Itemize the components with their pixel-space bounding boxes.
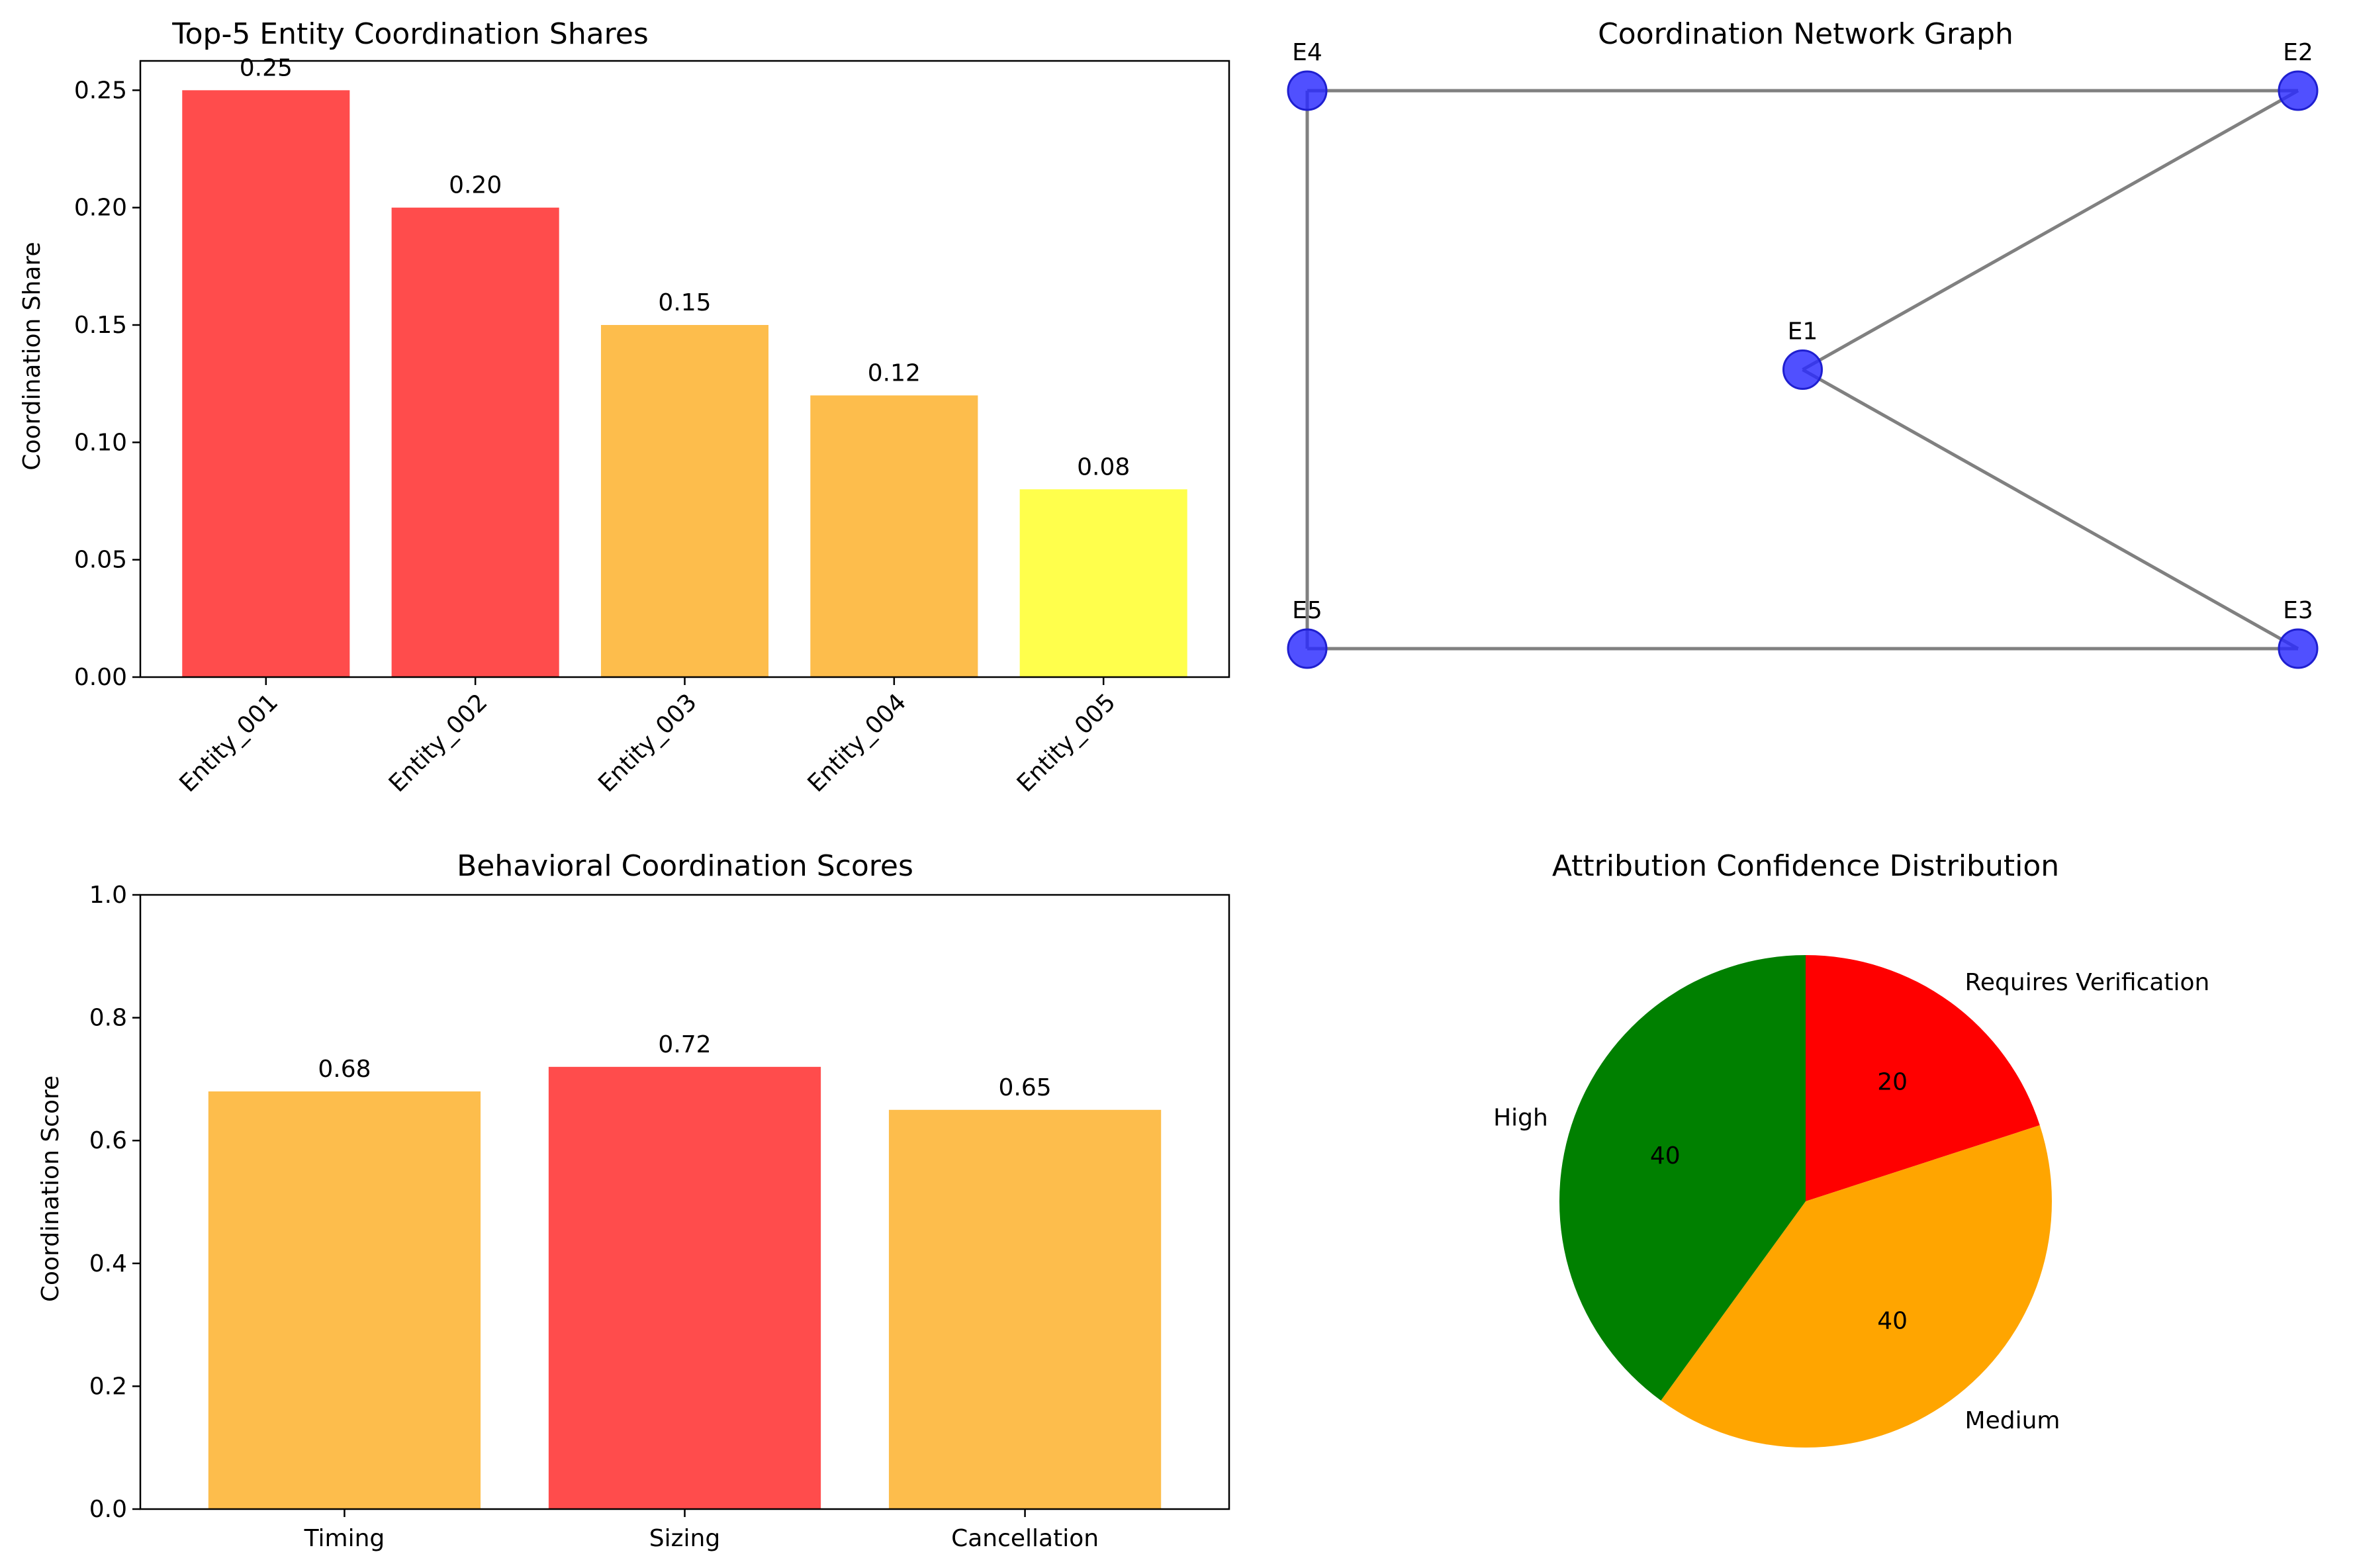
- network-node: [1782, 349, 1823, 390]
- behavioral-scores-panel: Behavioral Coordination Scores Coordinat…: [37, 849, 1230, 1552]
- coordination-shares-bar: [391, 207, 559, 678]
- behavioral-scores-bar: [548, 1066, 821, 1509]
- network-node-label: E3: [2283, 597, 2313, 624]
- behavioral-scores-ytick-label: 0.6: [89, 1127, 127, 1154]
- coordination-shares-bar: [600, 325, 769, 677]
- coordination-shares-xtick-label: Entity_002: [384, 688, 493, 798]
- behavioral-scores-ytick-label: 1.0: [89, 882, 127, 909]
- behavioral-scores-xtick-label: Timing: [304, 1525, 385, 1552]
- coordination-shares-xtick-label: Entity_005: [1012, 688, 1121, 798]
- coordination-shares-ytick-label: 0.25: [74, 77, 127, 104]
- network-node-label: E2: [2283, 39, 2313, 66]
- coordination-shares-panel: Top-5 Entity Coordination Shares Coordin…: [19, 17, 1230, 798]
- coordination-shares-ytick-label: 0.15: [74, 312, 127, 339]
- coordination-shares-data-label: 0.25: [240, 54, 293, 81]
- coordination-shares-ytick-label: 0.00: [74, 664, 127, 691]
- behavioral-scores-data-label: 0.68: [318, 1056, 371, 1083]
- network-node: [2278, 70, 2319, 111]
- network-title: Coordination Network Graph: [1598, 17, 2013, 51]
- behavioral-scores-ytick-label: 0.0: [89, 1496, 127, 1523]
- network-node-label: E1: [1788, 318, 1818, 346]
- behavioral-scores-data-label: 0.72: [658, 1031, 711, 1058]
- coordination-shares-xtick-label: Entity_003: [593, 688, 702, 798]
- coordination-shares-xtick-label: Entity_001: [175, 688, 284, 798]
- behavioral-scores-ytick-label: 0.4: [89, 1250, 127, 1277]
- coordination-shares-data-label: 0.12: [868, 359, 921, 387]
- behavioral-scores-bar: [888, 1109, 1162, 1509]
- coordination-shares-bar: [810, 395, 978, 677]
- pie-slice: [1806, 955, 2040, 1201]
- network-node: [2278, 628, 2319, 669]
- behavioral-scores-axes: [139, 894, 1230, 1510]
- network-node: [1287, 70, 1328, 111]
- behavioral-scores-bar: [208, 1091, 481, 1509]
- behavioral-scores-ytick-label: 0.8: [89, 1005, 127, 1032]
- attribution-pie-panel: Attribution Confidence Distribution 20 Re…: [1493, 849, 2209, 1448]
- network-node-label: E4: [1292, 39, 1322, 66]
- network-node-label: E5: [1292, 597, 1322, 624]
- behavioral-scores-xtick-label: Cancellation: [951, 1525, 1099, 1552]
- coordination-shares-data-label: 0.20: [449, 172, 502, 199]
- behavioral-scores-xtick-label: Sizing: [649, 1525, 720, 1552]
- coordination-shares-bar: [182, 90, 350, 678]
- behavioral-scores-data-label: 0.65: [998, 1074, 1051, 1101]
- pie-slice: [1559, 955, 1806, 1401]
- coordination-shares-axes: [139, 60, 1230, 678]
- coordination-shares-ylabel: Coordination Share: [19, 242, 46, 470]
- pie-category-label: Medium: [1965, 1407, 2060, 1434]
- pie-slice: [1661, 1125, 2052, 1448]
- coordination-shares-xtick-label: Entity_004: [803, 688, 912, 798]
- behavioral-scores-ytick-label: 0.2: [89, 1373, 127, 1400]
- network-panel: Coordination Network Graph E1 E2 E3 E4 E5: [1287, 17, 2319, 669]
- behavioral-scores-ylabel: Coordination Score: [37, 1076, 64, 1302]
- pie-category-label: High: [1493, 1105, 1548, 1132]
- coordination-shares-title: Top-5 Entity Coordination Shares: [171, 17, 649, 51]
- network-node: [1287, 628, 1328, 669]
- coordination-shares-ytick-label: 0.10: [74, 429, 127, 456]
- pie-value-label: 40: [1650, 1142, 1681, 1170]
- pie-category-label: Requires Verification: [1965, 969, 2210, 996]
- attribution-pie-title: Attribution Confidence Distribution: [1552, 849, 2059, 883]
- network-edge: [1802, 368, 2299, 651]
- coordination-shares-data-label: 0.08: [1077, 453, 1130, 481]
- network-edge: [1802, 89, 2299, 371]
- behavioral-scores-title: Behavioral Coordination Scores: [457, 849, 913, 883]
- coordination-shares-data-label: 0.15: [658, 289, 711, 316]
- coordination-shares-ytick-label: 0.05: [74, 547, 127, 574]
- pie-value-label: 40: [1877, 1308, 1908, 1335]
- pie-value-label: 20: [1877, 1068, 1908, 1095]
- coordination-shares-bar: [1019, 489, 1187, 677]
- coordination-shares-ytick-label: 0.20: [74, 195, 127, 222]
